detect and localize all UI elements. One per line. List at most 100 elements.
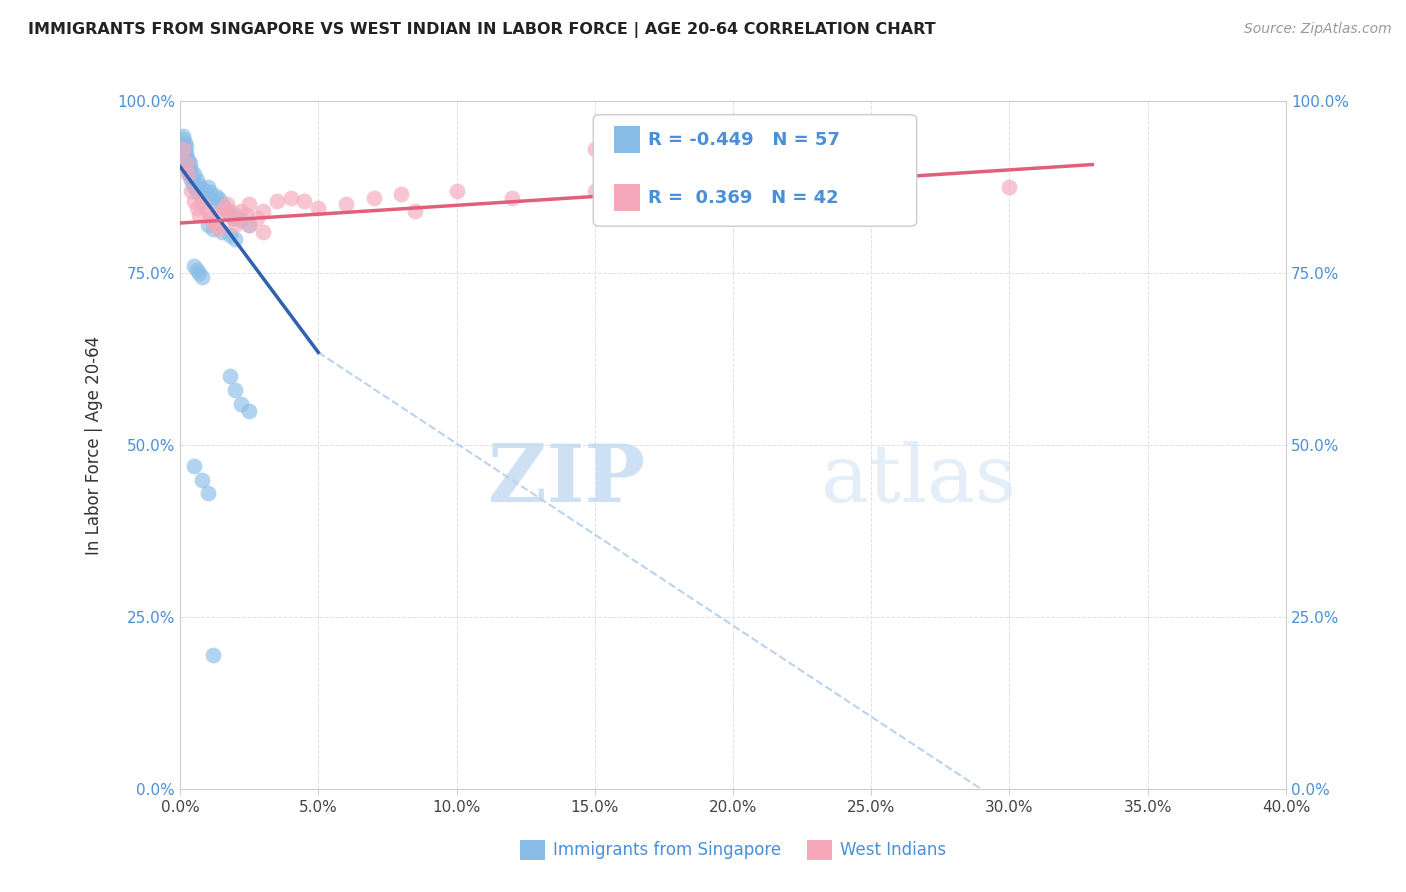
Text: atlas: atlas bbox=[821, 441, 1017, 518]
Point bbox=[224, 383, 246, 397]
Point bbox=[202, 648, 225, 662]
Y-axis label: In Labor Force | Age 20-64: In Labor Force | Age 20-64 bbox=[86, 335, 103, 555]
Point bbox=[188, 187, 211, 202]
Point bbox=[218, 369, 240, 384]
Point bbox=[194, 184, 217, 198]
Point bbox=[188, 208, 211, 222]
Point bbox=[238, 404, 260, 418]
Point bbox=[221, 211, 243, 226]
Point bbox=[252, 204, 274, 219]
Point bbox=[174, 139, 197, 153]
Point bbox=[214, 201, 236, 215]
Point bbox=[211, 204, 233, 219]
Point bbox=[229, 397, 252, 411]
Point bbox=[224, 218, 246, 232]
Point bbox=[211, 197, 233, 211]
Point bbox=[197, 191, 219, 205]
Point bbox=[197, 486, 219, 500]
Point bbox=[180, 173, 202, 187]
Point bbox=[221, 211, 243, 226]
Point bbox=[172, 143, 194, 157]
Point bbox=[389, 187, 412, 202]
Point bbox=[202, 194, 225, 208]
Point bbox=[229, 204, 252, 219]
Point bbox=[197, 180, 219, 194]
Point bbox=[307, 201, 329, 215]
Point bbox=[180, 184, 202, 198]
Point bbox=[197, 218, 219, 232]
Point bbox=[832, 173, 855, 187]
Point bbox=[170, 139, 193, 153]
Point bbox=[238, 218, 260, 232]
Point bbox=[238, 218, 260, 232]
Point bbox=[666, 180, 689, 194]
Point bbox=[176, 156, 198, 170]
Point bbox=[186, 184, 208, 198]
Point bbox=[218, 208, 240, 222]
Point bbox=[183, 194, 205, 208]
Point bbox=[183, 167, 205, 181]
Point bbox=[172, 132, 194, 146]
Point bbox=[224, 208, 246, 222]
Point bbox=[266, 194, 288, 208]
Point bbox=[208, 221, 231, 235]
Point bbox=[174, 149, 197, 163]
Point bbox=[211, 225, 233, 239]
Point bbox=[998, 180, 1021, 194]
Point bbox=[174, 145, 197, 160]
Legend: Immigrants from Singapore, West Indians: Immigrants from Singapore, West Indians bbox=[520, 839, 946, 860]
Point bbox=[177, 163, 200, 178]
Point bbox=[200, 185, 222, 199]
Text: R =  0.369   N = 42: R = 0.369 N = 42 bbox=[648, 188, 839, 207]
Point bbox=[183, 458, 205, 473]
Point bbox=[215, 204, 238, 219]
Point bbox=[186, 201, 208, 215]
Point bbox=[238, 197, 260, 211]
Point bbox=[177, 160, 200, 174]
Point bbox=[446, 184, 468, 198]
Point bbox=[583, 143, 606, 157]
Point bbox=[179, 156, 201, 170]
Point bbox=[191, 473, 214, 487]
Point bbox=[205, 189, 228, 203]
Point bbox=[583, 184, 606, 198]
Point bbox=[404, 204, 426, 219]
Text: IMMIGRANTS FROM SINGAPORE VS WEST INDIAN IN LABOR FORCE | AGE 20-64 CORRELATION : IMMIGRANTS FROM SINGAPORE VS WEST INDIAN… bbox=[28, 22, 936, 38]
Point bbox=[235, 208, 257, 222]
Point bbox=[294, 194, 316, 208]
Point bbox=[246, 211, 269, 226]
Point bbox=[229, 212, 252, 227]
Point bbox=[252, 225, 274, 239]
Point bbox=[205, 218, 228, 232]
Point bbox=[180, 163, 202, 178]
Text: R = -0.449   N = 57: R = -0.449 N = 57 bbox=[648, 130, 839, 149]
Point bbox=[215, 197, 238, 211]
Point bbox=[177, 167, 200, 181]
Point bbox=[218, 228, 240, 243]
Point bbox=[183, 180, 205, 194]
Point bbox=[183, 260, 205, 274]
Point bbox=[183, 177, 205, 191]
Point bbox=[202, 221, 225, 235]
Point bbox=[174, 156, 197, 170]
Point bbox=[172, 128, 194, 143]
Text: Source: ZipAtlas.com: Source: ZipAtlas.com bbox=[1244, 22, 1392, 37]
Point bbox=[174, 136, 197, 150]
Point bbox=[197, 204, 219, 219]
Point bbox=[186, 173, 208, 187]
Point bbox=[177, 167, 200, 181]
Point bbox=[200, 211, 222, 226]
Point bbox=[180, 169, 202, 184]
Point bbox=[188, 266, 211, 280]
Point bbox=[224, 232, 246, 246]
Point bbox=[208, 192, 231, 206]
Point bbox=[335, 197, 357, 211]
Point bbox=[191, 197, 214, 211]
Point bbox=[501, 191, 523, 205]
Point bbox=[202, 214, 225, 228]
Point bbox=[214, 201, 236, 215]
Point bbox=[749, 177, 772, 191]
Text: ZIP: ZIP bbox=[488, 441, 644, 518]
Point bbox=[363, 191, 385, 205]
Point bbox=[191, 182, 214, 196]
